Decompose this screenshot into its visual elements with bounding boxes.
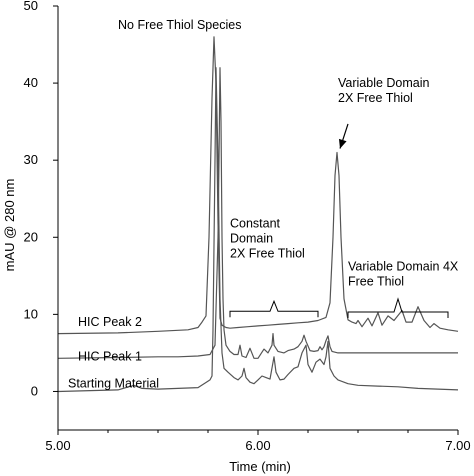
y-tick-label: 10 xyxy=(24,306,38,321)
y-tick-label: 0 xyxy=(31,383,38,398)
y-tick-label: 50 xyxy=(24,0,38,13)
y-tick-label: 20 xyxy=(24,229,38,244)
trace-label: Starting Material xyxy=(68,377,159,391)
x-tick-label: 7.00 xyxy=(445,438,470,453)
arrow-head xyxy=(338,138,347,149)
annotation-text: Constant Domain 2X Free Thiol xyxy=(230,216,305,260)
annotation-line: Constant xyxy=(230,216,281,230)
x-tick-label: 6.00 xyxy=(245,438,270,453)
bracket xyxy=(229,299,319,318)
annotation-text: No Free Thiol Species xyxy=(118,18,241,32)
annotation-line: Variable Domain xyxy=(338,76,430,90)
annotation-text: Variable Domain 2X Free Thiol xyxy=(338,76,430,105)
trace-line-3 xyxy=(57,67,459,393)
trace-label: HIC Peak 1 xyxy=(78,350,142,364)
chart-annotations: HIC Peak 2 HIC Peak 1 Starting Material No … xyxy=(68,18,459,390)
bracket xyxy=(347,297,449,319)
annotation-text: Variable Domain 4X Free Thiol xyxy=(348,259,459,288)
annotation-line: No Free Thiol Species xyxy=(118,18,241,32)
annotation-line: Free Thiol xyxy=(348,274,404,288)
annotation-line: Variable Domain 4X xyxy=(348,259,459,273)
chart-axes: 0 10 20 30 40 50 5.00 6.00 7.00 xyxy=(24,0,471,453)
trace-label: HIC Peak 2 xyxy=(78,315,142,329)
y-tick-label: 30 xyxy=(24,152,38,167)
y-tick-label: 40 xyxy=(24,75,38,90)
trace-line-2 xyxy=(57,67,458,359)
x-axis-title: Time (min) xyxy=(229,459,291,474)
annotation-line: 2X Free Thiol xyxy=(338,91,413,105)
y-axis-title: mAU @ 280 nm xyxy=(2,179,17,272)
annotation-line: Domain xyxy=(230,231,273,245)
x-tick-label: 5.00 xyxy=(45,438,70,453)
annotation-line: 2X Free Thiol xyxy=(230,246,305,260)
